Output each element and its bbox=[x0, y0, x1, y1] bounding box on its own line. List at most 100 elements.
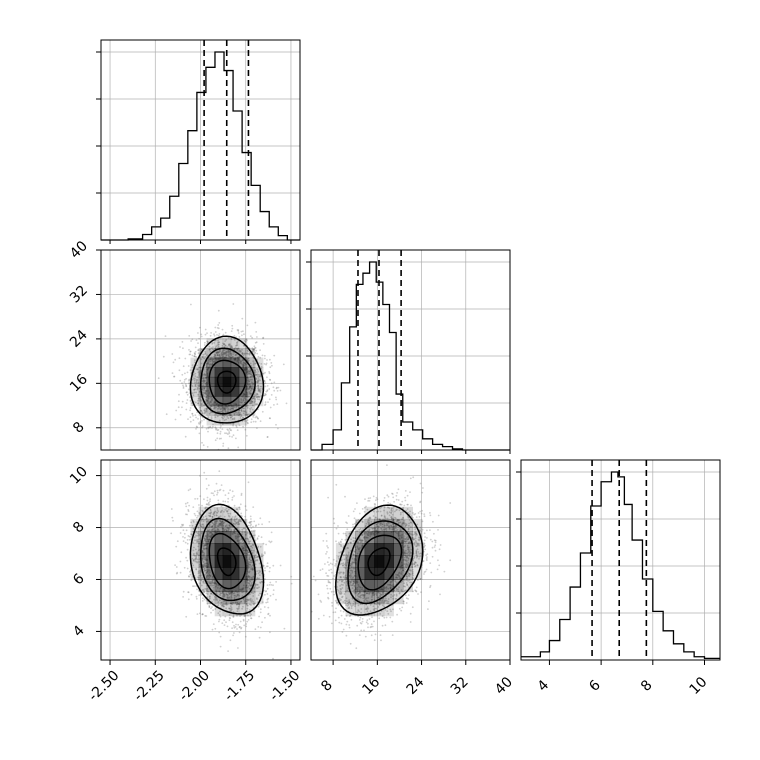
scatter-point bbox=[215, 406, 217, 409]
scatter-point bbox=[229, 408, 232, 411]
scatter-point bbox=[386, 517, 389, 520]
scatter-point bbox=[360, 539, 363, 542]
scatter-point bbox=[191, 524, 194, 527]
scatter-point bbox=[204, 565, 207, 568]
scatter-point bbox=[256, 381, 259, 384]
scatter-point bbox=[201, 380, 204, 383]
scatter-point bbox=[381, 593, 384, 596]
scatter-point bbox=[224, 351, 227, 354]
scatter-point bbox=[347, 542, 349, 545]
scatter-point bbox=[200, 525, 203, 528]
scatter-point bbox=[253, 555, 256, 558]
scatter-point bbox=[208, 595, 211, 598]
scatter-point bbox=[258, 592, 261, 595]
scatter-point bbox=[212, 358, 215, 360]
scatter-point bbox=[215, 482, 218, 485]
scatter-point bbox=[238, 424, 241, 427]
scatter-point bbox=[187, 535, 190, 537]
scatter-point bbox=[271, 364, 273, 367]
scatter-point bbox=[191, 378, 194, 381]
scatter-point bbox=[256, 396, 259, 398]
scatter-point bbox=[247, 560, 250, 563]
scatter-point bbox=[210, 582, 213, 585]
scatter-point bbox=[345, 565, 348, 567]
density-cell bbox=[214, 506, 224, 520]
scatter-point bbox=[218, 354, 221, 357]
xtick-label-0-4: -1.50 bbox=[266, 668, 303, 705]
scatter-point bbox=[248, 387, 251, 389]
scatter-point bbox=[266, 565, 269, 568]
scatter-point bbox=[365, 536, 368, 539]
scatter-point bbox=[213, 494, 215, 497]
scatter-point bbox=[195, 595, 198, 598]
scatter-point bbox=[225, 407, 227, 410]
scatter-point bbox=[352, 553, 354, 556]
scatter-point bbox=[209, 401, 212, 403]
scatter-point bbox=[343, 566, 346, 569]
scatter-point bbox=[209, 511, 212, 514]
scatter-point bbox=[248, 387, 251, 389]
scatter-point bbox=[241, 352, 244, 355]
scatter-point bbox=[360, 541, 363, 544]
scatter-point bbox=[249, 402, 252, 405]
scatter-point bbox=[198, 423, 201, 425]
scatter-point bbox=[388, 528, 391, 531]
scatter-point bbox=[258, 375, 261, 378]
scatter-point bbox=[239, 417, 242, 420]
scatter-point bbox=[210, 418, 213, 420]
scatter-point bbox=[346, 602, 349, 605]
scatter-point bbox=[385, 599, 388, 602]
scatter-point bbox=[402, 569, 405, 572]
scatter-point bbox=[327, 496, 329, 499]
scatter-point bbox=[244, 601, 247, 603]
scatter-point bbox=[220, 510, 222, 513]
density-cell bbox=[214, 357, 224, 368]
scatter-point bbox=[269, 406, 272, 409]
scatter-point bbox=[260, 572, 263, 575]
scatter-point bbox=[263, 606, 266, 608]
scatter-point bbox=[206, 602, 209, 605]
scatter-point bbox=[261, 621, 263, 624]
scatter-point bbox=[226, 603, 229, 606]
scatter-point bbox=[195, 416, 198, 419]
scatter-point bbox=[249, 402, 251, 405]
scatter-point bbox=[245, 413, 248, 416]
scatter-point bbox=[217, 351, 220, 354]
scatter-point bbox=[240, 410, 243, 413]
scatter-point bbox=[249, 386, 252, 389]
scatter-point bbox=[320, 601, 323, 603]
scatter-point bbox=[232, 407, 235, 410]
scatter-point bbox=[384, 590, 387, 592]
scatter-point bbox=[340, 622, 343, 625]
scatter-point bbox=[213, 524, 215, 527]
scatter-point bbox=[265, 393, 267, 396]
density-cell bbox=[246, 405, 256, 416]
scatter-point bbox=[222, 595, 225, 598]
density-cell bbox=[222, 518, 232, 532]
scatter-point bbox=[365, 608, 368, 610]
scatter-point bbox=[386, 602, 388, 604]
scatter-point bbox=[221, 592, 224, 595]
density-cell bbox=[355, 518, 366, 532]
scatter-point bbox=[194, 353, 196, 355]
scatter-point bbox=[184, 536, 186, 539]
scatter-point bbox=[338, 551, 341, 554]
scatter-point bbox=[389, 586, 392, 589]
scatter-point bbox=[305, 533, 307, 535]
scatter-point bbox=[350, 584, 353, 587]
scatter-point bbox=[211, 525, 214, 528]
scatter-point bbox=[408, 569, 411, 571]
scatter-point bbox=[402, 602, 405, 605]
scatter-point bbox=[361, 539, 363, 542]
scatter-point bbox=[233, 596, 236, 599]
scatter-point bbox=[191, 413, 194, 415]
scatter-point bbox=[188, 524, 191, 527]
scatter-point bbox=[379, 595, 382, 598]
scatter-point bbox=[230, 610, 232, 612]
scatter-point bbox=[345, 614, 348, 617]
scatter-point bbox=[387, 522, 390, 524]
scatter-point bbox=[224, 525, 227, 528]
scatter-point bbox=[392, 523, 395, 526]
scatter-point bbox=[197, 541, 200, 543]
scatter-point bbox=[195, 557, 198, 560]
